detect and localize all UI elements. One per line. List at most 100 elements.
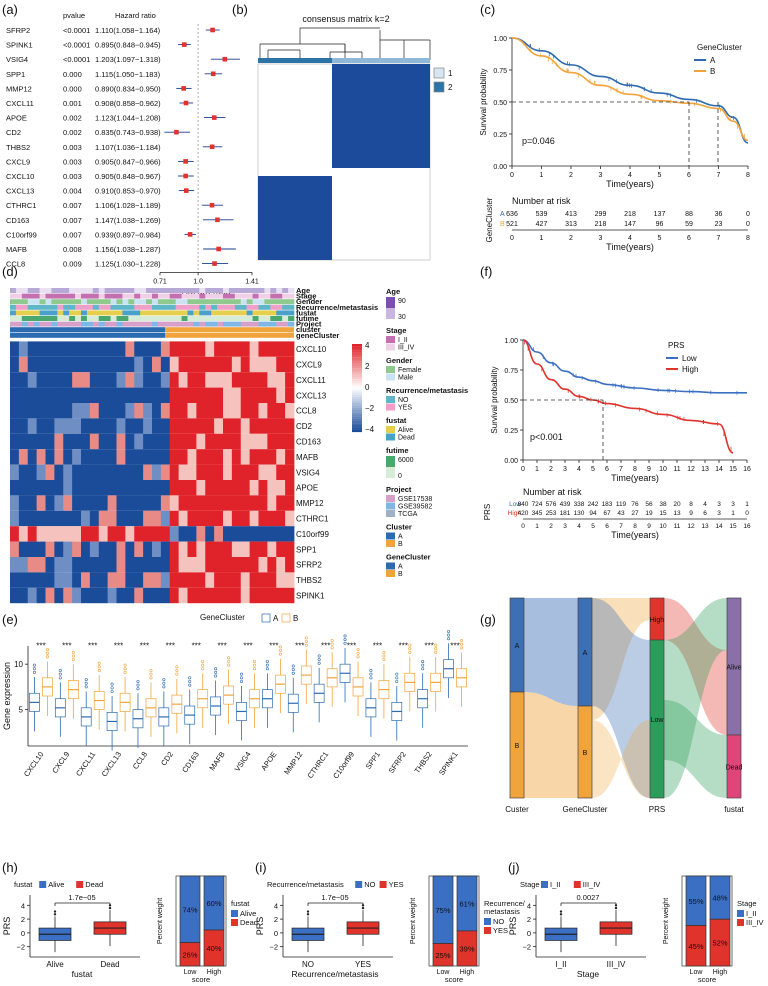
heatmap-cell <box>267 403 277 419</box>
heatmap-cell <box>285 403 295 419</box>
annot-cell <box>92 293 100 299</box>
colorbar-segment <box>352 388 362 391</box>
forest-hr-text: 1.125(1.030−1.228) <box>95 260 161 269</box>
heatmap-cell <box>169 510 180 527</box>
km-genecluster-xtick-label: 8 <box>746 172 750 179</box>
heatmap-cell <box>54 541 64 557</box>
risk-table-title: Number at risk <box>512 196 571 206</box>
annot-cell <box>57 321 64 327</box>
heatmap-cell <box>187 587 197 604</box>
forest-hr-text: 1.106(1.028−1.189) <box>95 201 161 210</box>
box-outlier <box>460 646 464 650</box>
heatmap-cell <box>267 449 277 465</box>
annot-cell <box>63 321 70 327</box>
km-genecluster-xlabel: Time(years) <box>606 179 654 189</box>
heatmap-cell <box>258 526 268 542</box>
risk-value: 338 <box>574 501 585 508</box>
colorbar-segment <box>352 352 362 356</box>
heatmap-cell <box>205 572 215 588</box>
heatmap-cell <box>240 480 251 496</box>
heatmap-cell <box>205 341 215 357</box>
annot-cell <box>39 310 46 316</box>
heatmap-cell <box>143 403 153 419</box>
risk-value: 242 <box>588 501 599 508</box>
heatmap-cell <box>178 418 188 434</box>
i-ytick-label: 2 <box>274 915 278 924</box>
heatmap-cell <box>72 464 82 480</box>
heatmap-cell <box>54 403 64 419</box>
heatmap-cell <box>98 572 109 588</box>
heatmap-cell <box>258 418 268 434</box>
annot-legend-swatch <box>386 532 395 540</box>
heatmap-cell <box>54 510 64 527</box>
annot-cell <box>98 310 105 316</box>
heatmap-gene-label: VSIG4 <box>296 468 320 477</box>
risk-xtick-label: 2 <box>569 235 573 242</box>
heatmap-cell <box>54 449 64 465</box>
heatmap-cell <box>116 587 126 604</box>
annot-cell <box>110 288 117 293</box>
i-bar-xtick: High <box>460 969 475 976</box>
heatmap-cell <box>205 557 215 573</box>
heatmap-cell <box>36 572 46 588</box>
heatmap-cell <box>81 510 91 527</box>
annot-cell <box>157 310 165 316</box>
box-outlier <box>175 669 179 673</box>
annot-cell <box>205 310 212 316</box>
km-genecluster-xtick-label: 7 <box>717 172 721 179</box>
annot-cell <box>122 310 129 316</box>
annot-cell <box>288 299 295 305</box>
colorbar-segment <box>352 346 362 349</box>
annot-cell <box>228 304 236 310</box>
annot-cell <box>98 316 105 321</box>
annot-cell <box>81 288 88 293</box>
annot-cell <box>51 288 58 293</box>
heatmap-cell <box>116 372 126 388</box>
heatmap-cell <box>10 572 20 588</box>
heatmap-cell <box>169 449 180 465</box>
box-outlier <box>71 654 75 658</box>
annot-cell <box>276 310 283 316</box>
annot-cell <box>234 321 242 327</box>
annot-cell <box>205 316 212 321</box>
annot-cell <box>128 293 135 299</box>
heatmap-cell <box>240 572 251 588</box>
annot-cell <box>282 288 289 293</box>
panel-label-d: (d) <box>2 264 18 279</box>
heatmap-cell <box>285 495 295 511</box>
box-sig: *** <box>36 642 45 651</box>
annot-cell <box>258 299 265 305</box>
heatmap-cell <box>205 449 215 465</box>
box-outlier <box>265 659 269 663</box>
forest-hr-text: 1.156(1.038−1.287) <box>95 245 161 254</box>
annot-cell <box>157 304 165 310</box>
box-outlier <box>421 667 425 671</box>
heatmap-cell <box>63 449 73 465</box>
heatmap-cell <box>54 587 64 604</box>
heatmap-cell <box>152 372 162 388</box>
box-ytick-label: 10 <box>14 660 23 669</box>
annot-legend-swatch <box>386 510 395 517</box>
box-outlier <box>343 641 347 645</box>
heatmap-cell <box>249 480 259 496</box>
heatmap-cell <box>276 449 286 465</box>
box-outlier <box>97 665 101 669</box>
box-outlier <box>240 672 244 676</box>
annot-cell <box>63 288 70 293</box>
annot-cell <box>282 293 289 299</box>
forest-gene: SPP1 <box>6 70 25 79</box>
box-outlier <box>240 676 244 680</box>
forest-point <box>210 71 216 77</box>
heatmap-cell <box>107 480 117 496</box>
colorbar-segment <box>352 374 362 378</box>
forest-gene: CXCL11 <box>6 99 34 108</box>
heatmap-cell <box>89 372 100 388</box>
annot-cell <box>282 299 289 305</box>
heatmap-cell <box>98 557 109 573</box>
annot-cell <box>223 316 230 321</box>
annot-cell <box>10 316 17 321</box>
heatmap-cell <box>196 449 206 465</box>
box-outlier <box>45 648 49 652</box>
annot-cell <box>51 316 58 321</box>
